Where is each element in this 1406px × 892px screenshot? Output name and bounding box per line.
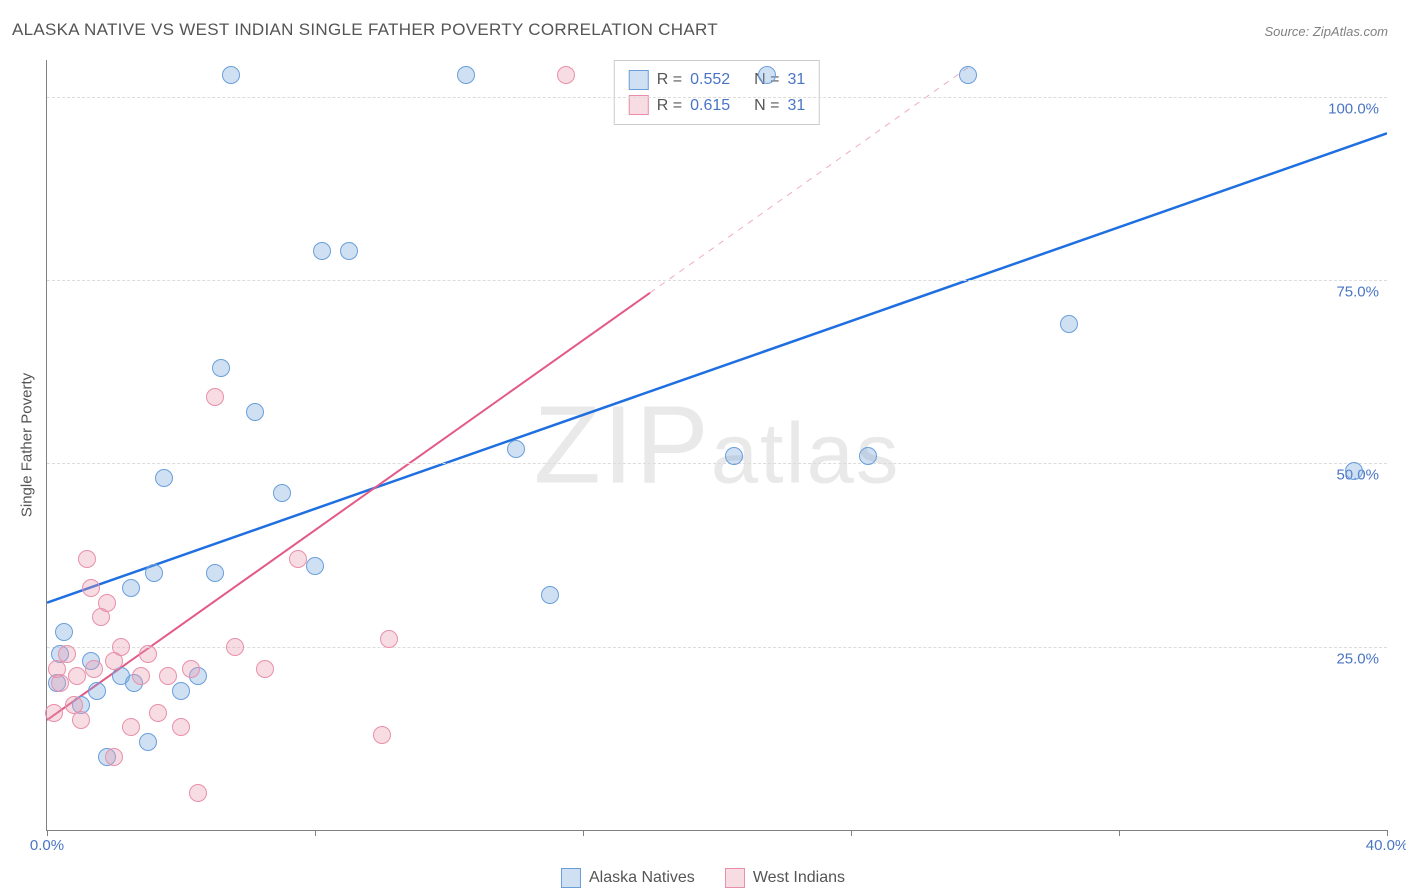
scatter-point — [85, 660, 103, 678]
series-legend: Alaska Natives West Indians — [561, 868, 845, 888]
series-legend-item: Alaska Natives — [561, 868, 695, 888]
scatter-point — [373, 726, 391, 744]
scatter-point — [725, 447, 743, 465]
scatter-point — [98, 594, 116, 612]
scatter-point — [246, 403, 264, 421]
watermark: ZIPatlas — [534, 382, 901, 509]
y-tick-label: 100.0% — [1328, 100, 1379, 117]
x-tick-mark — [1119, 830, 1120, 836]
scatter-point — [959, 66, 977, 84]
legend-swatch — [629, 70, 649, 90]
x-tick-mark — [583, 830, 584, 836]
scatter-point — [557, 66, 575, 84]
scatter-point — [72, 711, 90, 729]
series-legend-label: Alaska Natives — [589, 869, 695, 887]
gridline-horizontal — [47, 280, 1387, 281]
chart-title: ALASKA NATIVE VS WEST INDIAN SINGLE FATH… — [12, 20, 718, 40]
scatter-point — [159, 667, 177, 685]
scatter-point — [105, 748, 123, 766]
x-tick-mark — [47, 830, 48, 836]
scatter-point — [145, 564, 163, 582]
gridline-horizontal — [47, 647, 1387, 648]
scatter-point — [122, 718, 140, 736]
scatter-point — [58, 645, 76, 663]
scatter-point — [139, 645, 157, 663]
legend-r-label: R = — [657, 67, 682, 93]
scatter-point — [68, 667, 86, 685]
scatter-point — [206, 564, 224, 582]
scatter-point — [507, 440, 525, 458]
scatter-point — [306, 557, 324, 575]
correlation-legend: R =0.552N =31R =0.615N =31 — [614, 60, 820, 125]
scatter-point — [112, 638, 130, 656]
y-tick-label: 25.0% — [1336, 650, 1379, 667]
gridline-horizontal — [47, 97, 1387, 98]
scatter-point — [340, 242, 358, 260]
chart-plot-area: Single Father Poverty ZIPatlas R =0.552N… — [46, 60, 1387, 831]
legend-swatch — [561, 868, 581, 888]
trend-lines-layer — [47, 60, 1387, 830]
legend-r-value: 0.552 — [690, 67, 746, 93]
scatter-point — [859, 447, 877, 465]
gridline-horizontal — [47, 463, 1387, 464]
scatter-point — [45, 704, 63, 722]
scatter-point — [172, 682, 190, 700]
x-tick-mark — [1387, 830, 1388, 836]
scatter-point — [189, 784, 207, 802]
scatter-point — [51, 674, 69, 692]
scatter-point — [172, 718, 190, 736]
scatter-point — [758, 66, 776, 84]
scatter-point — [1060, 315, 1078, 333]
x-tick-label: 0.0% — [30, 837, 64, 854]
series-legend-item: West Indians — [725, 868, 845, 888]
series-legend-label: West Indians — [753, 869, 845, 887]
x-tick-mark — [315, 830, 316, 836]
scatter-point — [182, 660, 200, 678]
scatter-point — [541, 586, 559, 604]
scatter-point — [226, 638, 244, 656]
x-tick-label: 40.0% — [1366, 837, 1406, 854]
scatter-point — [132, 667, 150, 685]
scatter-point — [122, 579, 140, 597]
scatter-point — [222, 66, 240, 84]
legend-swatch — [725, 868, 745, 888]
scatter-point — [206, 388, 224, 406]
scatter-point — [82, 579, 100, 597]
scatter-point — [212, 359, 230, 377]
legend-n-value: 31 — [787, 67, 805, 93]
legend-row: R =0.552N =31 — [629, 67, 805, 93]
y-axis-label: Single Father Poverty — [19, 373, 36, 517]
scatter-point — [55, 623, 73, 641]
scatter-point — [1345, 462, 1363, 480]
scatter-point — [380, 630, 398, 648]
y-tick-label: 75.0% — [1336, 284, 1379, 301]
scatter-point — [149, 704, 167, 722]
source-attribution: Source: ZipAtlas.com — [1264, 24, 1388, 39]
scatter-point — [273, 484, 291, 502]
scatter-point — [155, 469, 173, 487]
scatter-point — [78, 550, 96, 568]
scatter-point — [256, 660, 274, 678]
scatter-point — [139, 733, 157, 751]
scatter-point — [457, 66, 475, 84]
scatter-point — [88, 682, 106, 700]
x-tick-mark — [851, 830, 852, 836]
legend-swatch — [629, 95, 649, 115]
scatter-point — [313, 242, 331, 260]
scatter-point — [289, 550, 307, 568]
